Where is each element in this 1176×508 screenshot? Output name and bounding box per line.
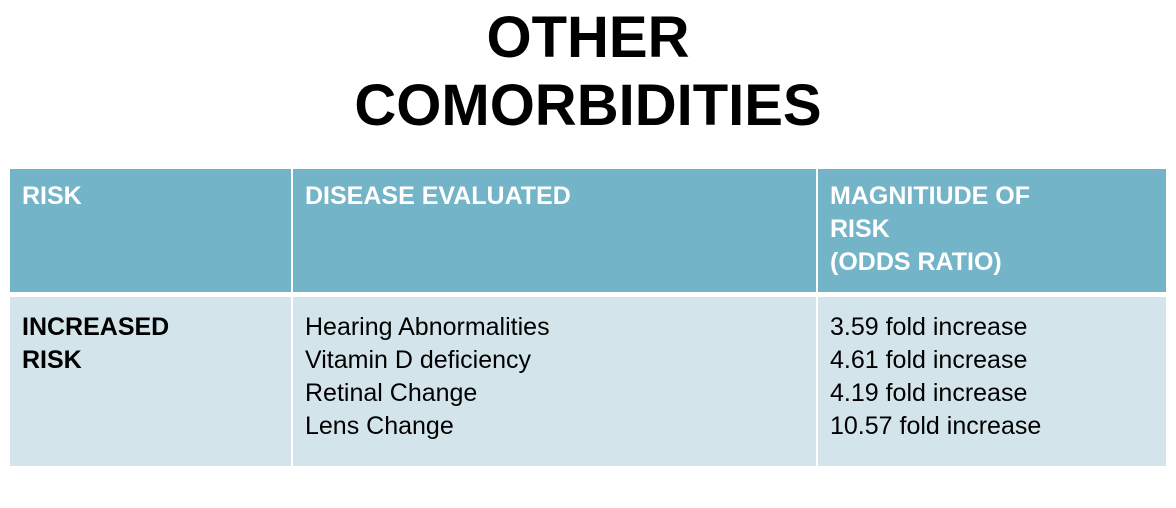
cell-risk: INCREASED RISK [10,294,293,466]
magnitude-item: 10.57 fold increase [830,411,1042,440]
header-disease-label: DISEASE EVALUATED [305,182,571,210]
slide-title-line-2: COMORBIDITIES [354,73,822,138]
header-magnitude-line-2: RISK [830,215,890,243]
risk-line-2: RISK [22,345,82,374]
magnitude-item: 4.61 fold increase [830,345,1028,374]
slide-title-line-1: OTHER [486,5,690,70]
table-row: INCREASED RISK Hearing Abnormalities Vit… [10,294,1166,466]
disease-item: Retinal Change [305,378,478,407]
header-row: RISK DISEASE EVALUATED MAGNITIUDE OF RIS… [10,169,1166,297]
comorbidity-table: RISK DISEASE EVALUATED MAGNITIUDE OF RIS… [10,169,1166,466]
header-magnitude-of-risk: MAGNITIUDE OF RISK (ODDS RATIO) [817,169,1166,297]
table-header: RISK DISEASE EVALUATED MAGNITIUDE OF RIS… [10,169,1166,297]
header-magnitude-line-3: (ODDS RATIO) [830,248,1002,276]
disease-item: Vitamin D deficiency [305,345,532,374]
header-risk-label: RISK [22,182,82,210]
magnitude-item: 4.19 fold increase [830,378,1028,407]
table-body: INCREASED RISK Hearing Abnormalities Vit… [10,294,1166,466]
cell-diseases: Hearing Abnormalities Vitamin D deficien… [292,294,818,466]
slide-title: OTHER COMORBIDITIES [0,0,1176,140]
header-risk: RISK [10,169,293,297]
risk-line-1: INCREASED [22,312,170,341]
header-disease-evaluated: DISEASE EVALUATED [292,169,818,297]
header-magnitude-line-1: MAGNITIUDE OF [830,182,1030,210]
cell-magnitudes: 3.59 fold increase 4.61 fold increase 4.… [817,294,1166,466]
disease-item: Lens Change [305,411,454,440]
disease-item: Hearing Abnormalities [305,312,550,341]
magnitude-item: 3.59 fold increase [830,312,1028,341]
